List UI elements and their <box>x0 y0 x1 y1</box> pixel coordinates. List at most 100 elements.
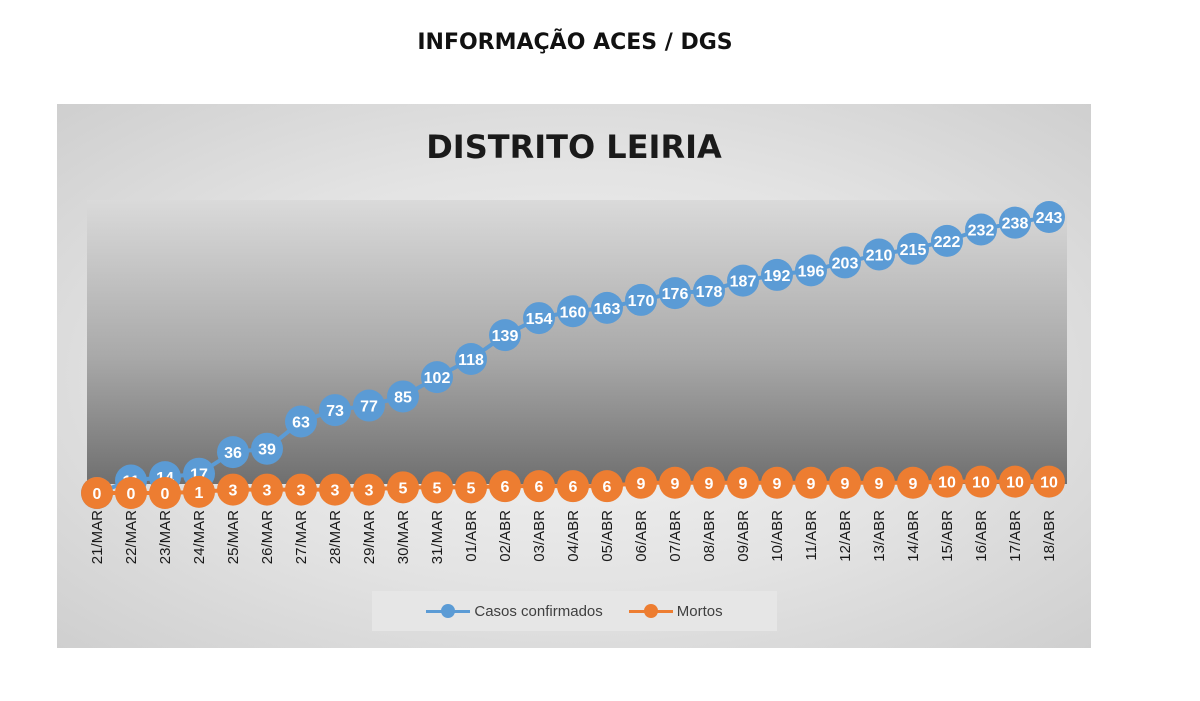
data-point-casos-confirmados <box>591 291 623 324</box>
x-tick-label: 31/MAR <box>429 510 446 564</box>
data-point-casos-confirmados <box>455 342 487 375</box>
x-tick-label: 24/MAR <box>191 510 208 564</box>
data-label-casos-confirmados: 210 <box>866 247 893 264</box>
data-point-mortos <box>591 470 623 503</box>
x-tick-label: 26/MAR <box>259 510 276 564</box>
x-tick-label: 21/MAR <box>89 510 106 564</box>
data-point-casos-confirmados <box>897 232 929 265</box>
x-tick-label: 27/MAR <box>293 510 310 564</box>
legend-label-casos-confirmados: Casos confirmados <box>474 602 603 620</box>
data-point-mortos <box>659 466 691 499</box>
data-point-mortos <box>353 473 385 506</box>
data-label-mortos: 3 <box>331 483 340 500</box>
legend-swatch-mortos <box>628 604 673 618</box>
x-tick-label: 06/ABR <box>633 510 650 562</box>
x-tick-label: 09/ABR <box>735 510 752 562</box>
x-tick-label: 15/ABR <box>939 510 956 562</box>
legend-item-casos-confirmados: Casos confirmados <box>426 602 603 620</box>
data-point-casos-confirmados <box>761 258 793 291</box>
data-label-casos-confirmados: 154 <box>526 311 553 328</box>
x-tick-label: 03/ABR <box>531 510 548 562</box>
x-tick-label: 12/ABR <box>837 510 854 562</box>
x-tick-label: 05/ABR <box>599 510 616 562</box>
data-point-mortos <box>523 470 555 503</box>
x-tick-label: 22/MAR <box>123 510 140 564</box>
data-label-casos-confirmados: 102 <box>424 370 451 387</box>
data-label-mortos: 1 <box>195 485 204 502</box>
data-point-mortos <box>897 466 929 499</box>
x-tick-label: 13/ABR <box>871 510 888 562</box>
x-tick-label: 11/ABR <box>803 510 820 561</box>
data-label-mortos: 0 <box>93 486 102 503</box>
data-point-mortos <box>115 477 147 509</box>
data-point-mortos <box>693 466 725 499</box>
data-label-mortos: 3 <box>365 483 374 500</box>
data-label-mortos: 0 <box>161 486 170 503</box>
data-label-casos-confirmados: 243 <box>1036 210 1063 227</box>
legend-swatch-casos-confirmados <box>426 604 471 618</box>
x-tick-label: 18/ABR <box>1041 510 1058 562</box>
data-point-casos-confirmados <box>319 394 351 427</box>
data-label-mortos: 9 <box>909 476 918 493</box>
data-label-mortos: 3 <box>229 483 238 500</box>
x-tick-label: 23/MAR <box>157 510 174 564</box>
data-point-casos-confirmados <box>387 380 419 413</box>
data-label-mortos: 0 <box>127 486 136 503</box>
data-label-mortos: 9 <box>637 476 646 493</box>
x-tick-label: 01/ABR <box>463 510 480 562</box>
chart-area: 0111417363963737785102118139154160163170… <box>57 104 1091 648</box>
data-point-casos-confirmados <box>965 213 997 246</box>
data-label-casos-confirmados: 36 <box>224 445 242 462</box>
data-point-casos-confirmados <box>421 361 453 394</box>
data-label-mortos: 3 <box>297 483 306 500</box>
data-point-mortos <box>183 475 215 508</box>
data-point-mortos <box>251 473 283 506</box>
legend: Casos confirmados Mortos <box>372 591 777 631</box>
data-label-mortos: 6 <box>535 479 544 496</box>
data-label-mortos: 9 <box>841 476 850 493</box>
data-point-mortos <box>319 473 351 506</box>
data-point-casos-confirmados <box>863 238 895 271</box>
data-label-mortos: 9 <box>875 476 884 493</box>
data-label-casos-confirmados: 187 <box>730 274 757 291</box>
data-point-mortos <box>149 477 181 509</box>
data-label-casos-confirmados: 139 <box>492 328 519 345</box>
data-label-casos-confirmados: 192 <box>764 268 791 285</box>
data-point-mortos <box>489 470 521 503</box>
data-label-mortos: 6 <box>603 479 612 496</box>
data-label-mortos: 9 <box>773 476 782 493</box>
data-point-mortos <box>285 473 317 506</box>
x-tick-label: 28/MAR <box>327 510 344 564</box>
data-point-mortos <box>625 466 657 499</box>
data-label-casos-confirmados: 238 <box>1002 216 1029 233</box>
data-point-casos-confirmados <box>285 405 317 438</box>
data-label-casos-confirmados: 176 <box>662 286 689 303</box>
data-label-casos-confirmados: 73 <box>326 403 344 420</box>
legend-item-mortos: Mortos <box>628 602 723 620</box>
data-point-mortos <box>863 466 895 499</box>
data-label-mortos: 9 <box>807 476 816 493</box>
data-point-mortos <box>81 477 113 509</box>
legend-label-mortos: Mortos <box>676 602 723 620</box>
data-label-casos-confirmados: 178 <box>696 284 723 301</box>
data-label-casos-confirmados: 160 <box>560 304 587 321</box>
page-heading: INFORMAÇÃO ACES / DGS <box>417 30 733 55</box>
data-point-casos-confirmados <box>1033 201 1065 233</box>
data-label-mortos: 9 <box>705 476 714 493</box>
data-point-casos-confirmados <box>829 246 861 279</box>
data-point-mortos <box>965 465 997 498</box>
x-tick-label: 25/MAR <box>225 510 242 564</box>
data-label-mortos: 10 <box>972 475 990 492</box>
data-label-mortos: 5 <box>399 480 408 497</box>
data-point-casos-confirmados <box>693 274 725 307</box>
data-label-casos-confirmados: 77 <box>360 399 378 416</box>
x-tick-label: 02/ABR <box>497 510 514 562</box>
data-point-mortos <box>829 466 861 499</box>
data-label-mortos: 5 <box>467 480 476 497</box>
data-point-casos-confirmados <box>999 206 1031 239</box>
data-label-casos-confirmados: 203 <box>832 255 859 272</box>
x-tick-label: 07/ABR <box>667 510 684 562</box>
data-point-casos-confirmados <box>557 295 589 328</box>
chart-title: DISTRITO LEIRIA <box>426 128 722 166</box>
data-label-casos-confirmados: 85 <box>394 389 412 406</box>
